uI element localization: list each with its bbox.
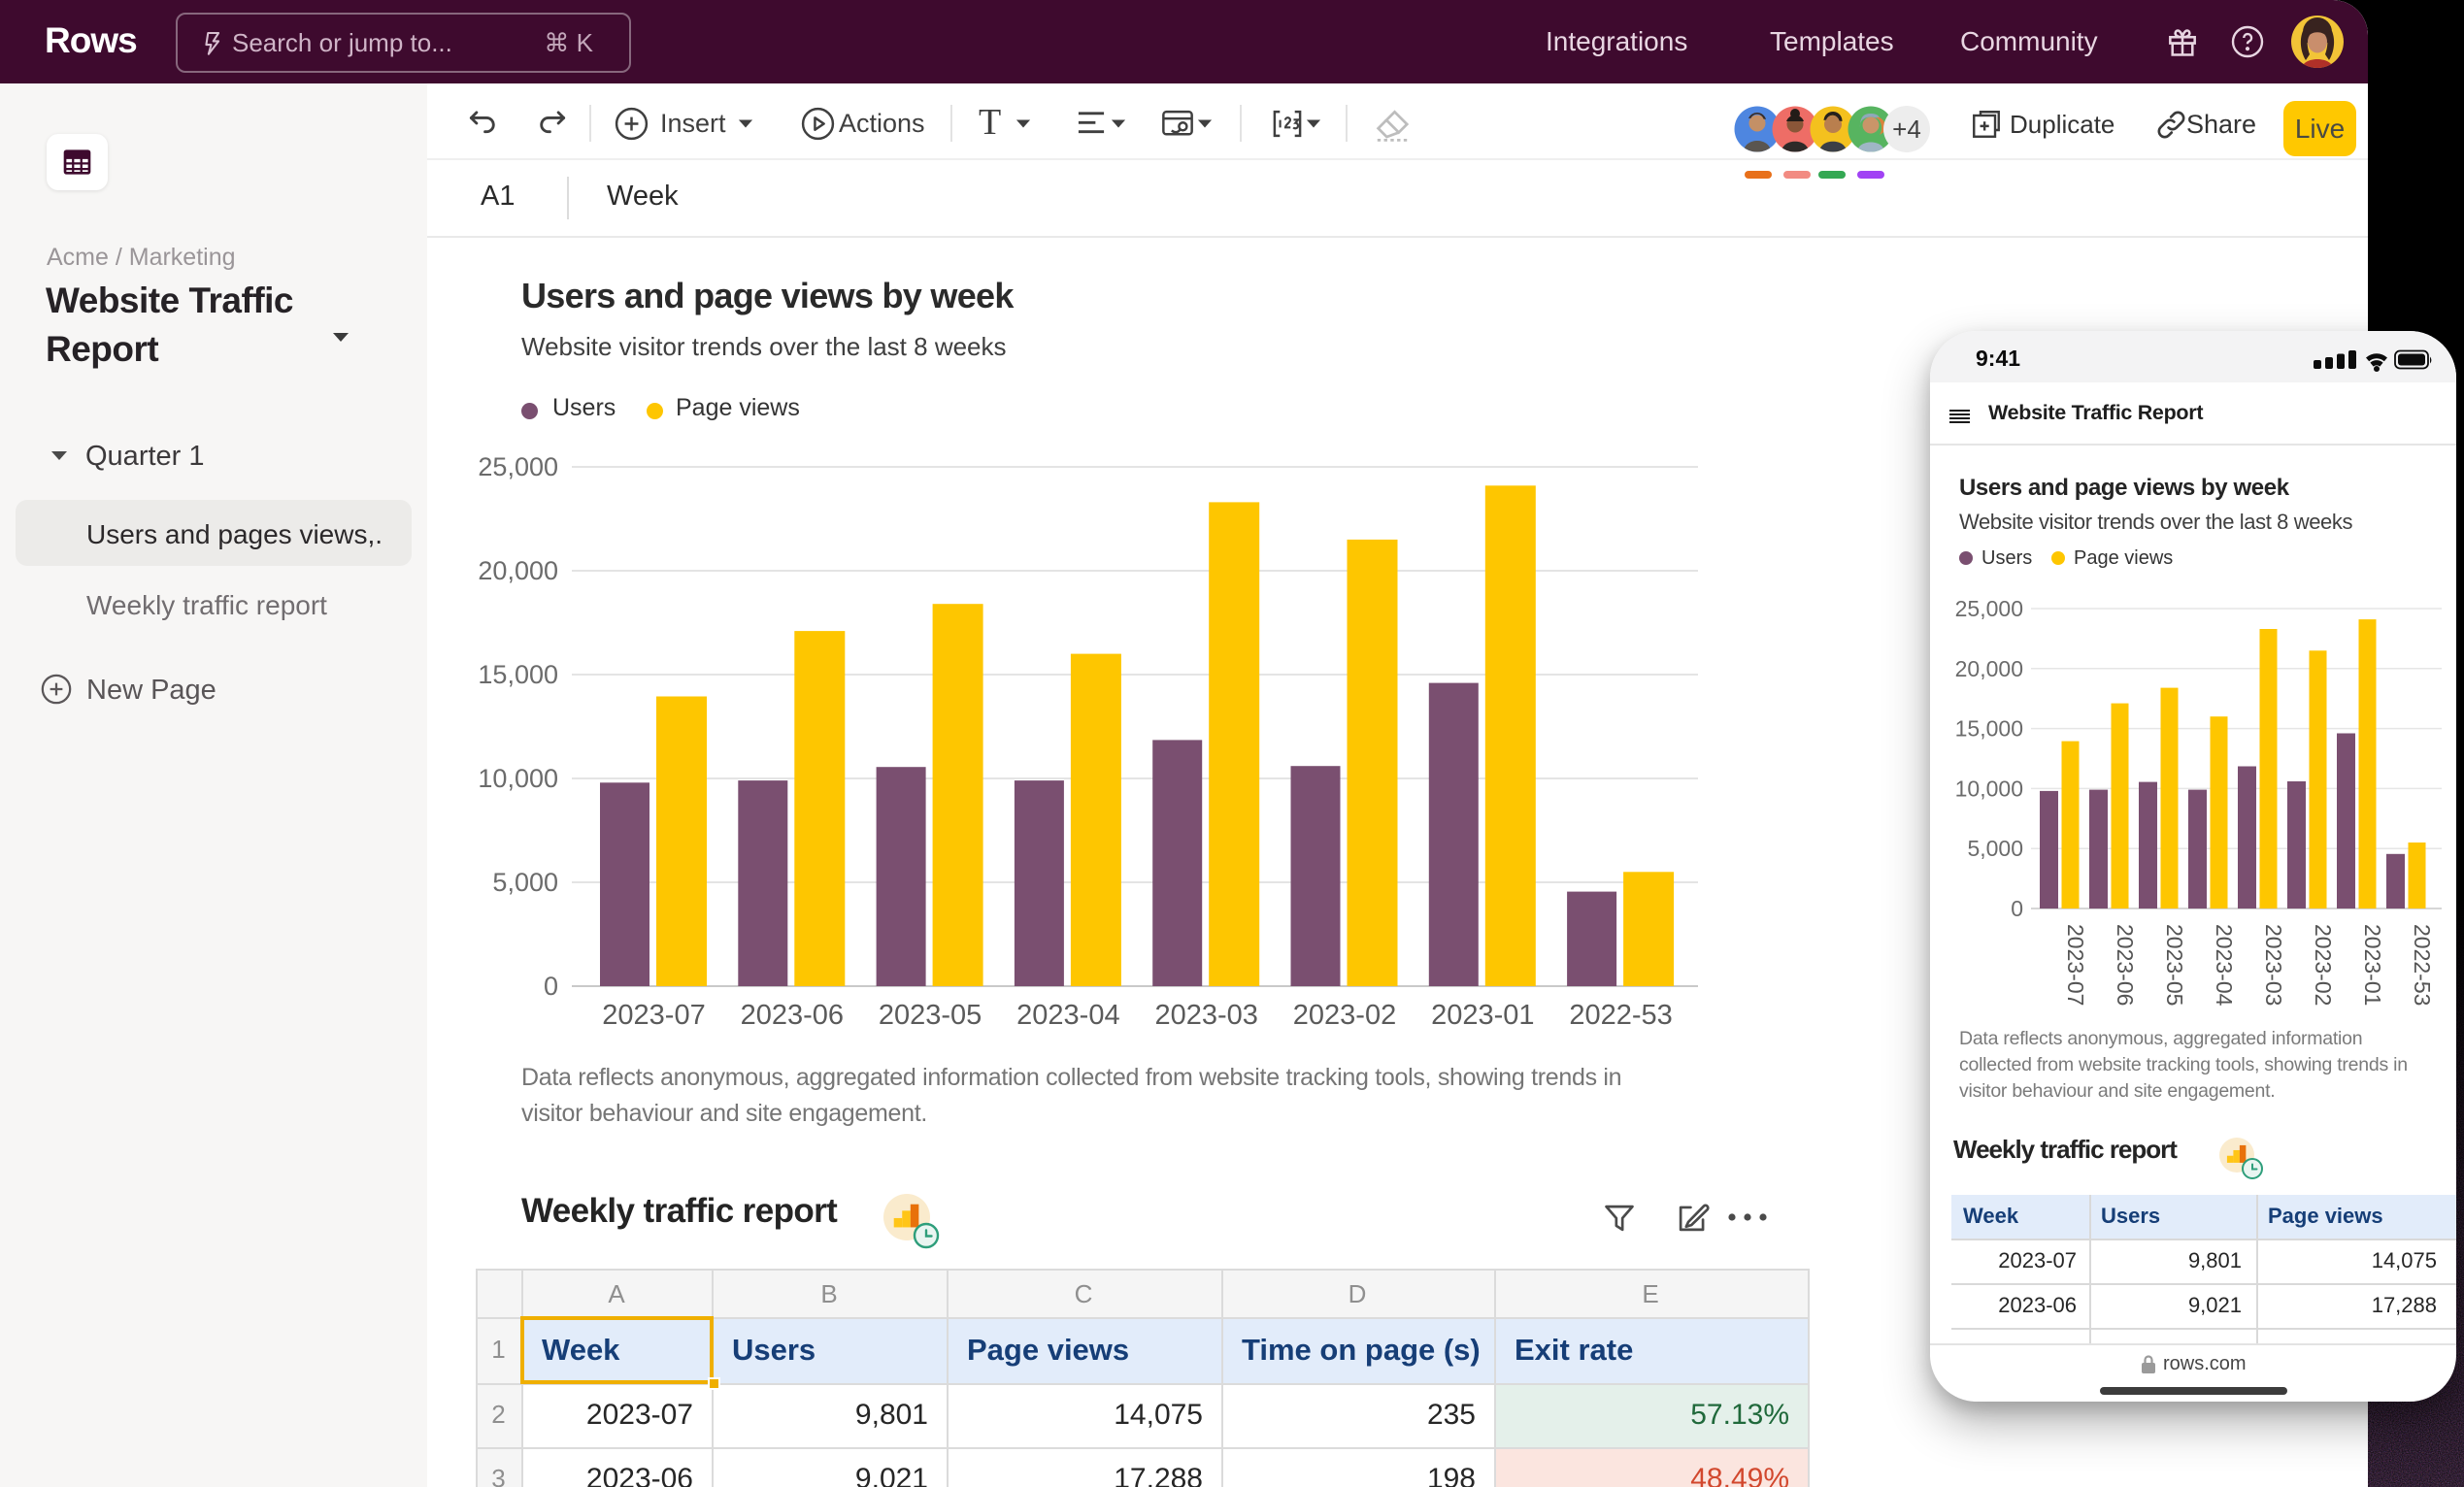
svg-text:2023-06: 2023-06 (741, 1000, 844, 1031)
svg-text:20,000: 20,000 (1955, 656, 2023, 681)
svg-text:25,000: 25,000 (1955, 596, 2023, 621)
svg-text:10,000: 10,000 (478, 764, 558, 793)
svg-text:2023-02: 2023-02 (2311, 924, 2336, 1006)
svg-text:2022-53: 2022-53 (1569, 1000, 1672, 1031)
svg-text:2023-04: 2023-04 (2212, 924, 2237, 1007)
svg-text:2023-05: 2023-05 (2162, 924, 2187, 1006)
svg-text:2023-06: 2023-06 (2113, 924, 2138, 1006)
svg-text:0: 0 (544, 972, 558, 1001)
svg-text:2023-07: 2023-07 (602, 1000, 705, 1031)
svg-text:5,000: 5,000 (492, 868, 558, 897)
svg-text:15,000: 15,000 (478, 660, 558, 689)
svg-text:0: 0 (2011, 896, 2023, 921)
svg-text:2023-01: 2023-01 (1431, 1000, 1534, 1031)
svg-text:2023-02: 2023-02 (1293, 1000, 1396, 1031)
svg-text:2022-53: 2022-53 (2410, 924, 2435, 1006)
svg-text:2023-03: 2023-03 (2261, 924, 2286, 1006)
svg-text:+4: +4 (1892, 115, 1921, 144)
svg-text:2023-01: 2023-01 (2360, 924, 2385, 1006)
svg-text:25,000: 25,000 (478, 452, 558, 481)
svg-text:15,000: 15,000 (1955, 716, 2023, 742)
svg-text:2023-04: 2023-04 (1016, 1000, 1119, 1031)
svg-text:20,000: 20,000 (478, 556, 558, 585)
svg-text:2023-03: 2023-03 (1154, 1000, 1257, 1031)
svg-text:5,000: 5,000 (1967, 836, 2023, 861)
svg-text:2023-05: 2023-05 (879, 1000, 982, 1031)
svg-text:10,000: 10,000 (1955, 776, 2023, 801)
svg-text:2023-07: 2023-07 (2063, 924, 2088, 1006)
